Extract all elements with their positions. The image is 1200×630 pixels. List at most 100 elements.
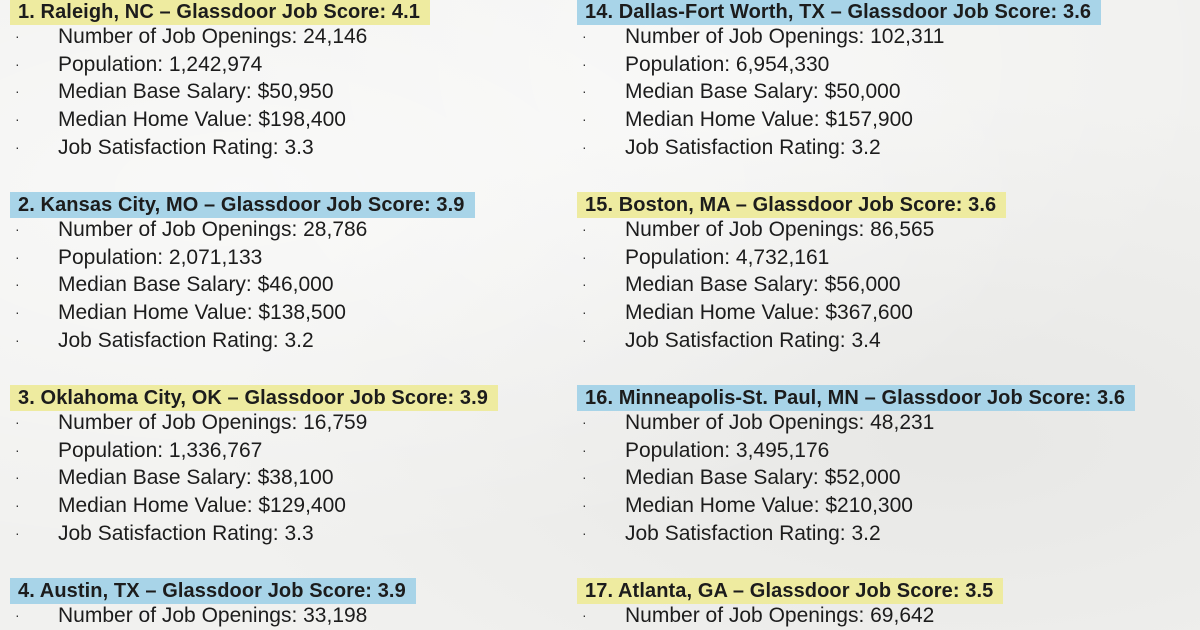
stats-list: · Number of Job Openings: 69,642 xyxy=(577,602,1200,630)
stat-text: Number of Job Openings: 69,642 xyxy=(625,604,935,627)
bullet-icon: · xyxy=(582,276,587,293)
stat-item: · Number of Job Openings: 16,759 xyxy=(10,409,580,437)
stat-text: Number of Job Openings: 24,146 xyxy=(58,25,368,48)
city-block: 1. Raleigh, NC – Glassdoor Job Score: 4.… xyxy=(10,0,580,159)
stat-item: · Population: 4,732,161 xyxy=(577,244,1200,272)
bullet-icon: · xyxy=(582,497,587,514)
city-block: 3. Oklahoma City, OK – Glassdoor Job Sco… xyxy=(10,385,580,545)
bullet-icon: · xyxy=(582,221,587,237)
city-header: 15. Boston, MA – Glassdoor Job Score: 3.… xyxy=(577,192,1007,218)
stat-text: Median Home Value: $367,600 xyxy=(625,301,913,325)
stat-item: · Number of Job Openings: 33,198 xyxy=(10,602,580,630)
stat-item: · Number of Job Openings: 48,231 xyxy=(577,409,1200,437)
stat-text: Job Satisfaction Rating: 3.3 xyxy=(58,135,314,159)
city-block: 17. Atlanta, GA – Glassdoor Job Score: 3… xyxy=(577,578,1200,627)
bullet-icon: · xyxy=(582,28,587,44)
bullet-icon: · xyxy=(582,607,587,623)
city-header: 16. Minneapolis-St. Paul, MN – Glassdoor… xyxy=(577,385,1136,411)
stat-text: Median Base Salary: $38,100 xyxy=(58,466,334,490)
city-block: 2. Kansas City, MO – Glassdoor Job Score… xyxy=(10,192,580,352)
stat-text: Population: 3,495,176 xyxy=(625,438,830,462)
stat-text: Job Satisfaction Rating: 3.2 xyxy=(58,328,314,352)
stats-list: · Number of Job Openings: 16,759 · Populati… xyxy=(10,409,580,547)
bullet-icon: · xyxy=(15,276,20,293)
city-header: 3. Oklahoma City, OK – Glassdoor Job Sco… xyxy=(10,385,499,411)
stat-item: · Job Satisfaction Rating: 3.4 xyxy=(577,327,1200,355)
bullet-icon: · xyxy=(15,414,20,430)
bullet-icon: · xyxy=(15,524,20,541)
stat-text: Median Home Value: $138,500 xyxy=(58,301,346,325)
bullet-icon: · xyxy=(15,497,20,514)
bullet-icon: · xyxy=(15,331,20,348)
bullet-icon: · xyxy=(582,83,587,100)
stat-text: Population: 1,336,767 xyxy=(58,438,263,462)
stat-item: · Number of Job Openings: 24,146 xyxy=(10,23,580,51)
stat-text: Median Home Value: $129,400 xyxy=(58,494,346,518)
city-block: 15. Boston, MA – Glassdoor Job Score: 3.… xyxy=(577,192,1200,352)
bullet-icon: · xyxy=(15,221,20,237)
stat-text: Median Home Value: $198,400 xyxy=(58,108,346,132)
stat-item: · Median Home Value: $210,300 xyxy=(577,492,1200,520)
stat-item: · Job Satisfaction Rating: 3.3 xyxy=(10,134,580,162)
bullet-icon: · xyxy=(15,83,20,100)
stats-list: · Number of Job Openings: 86,565 · Populati… xyxy=(577,216,1200,354)
stats-list: · Number of Job Openings: 102,311 · Populat… xyxy=(577,23,1200,161)
stat-item: · Median Base Salary: $46,000 xyxy=(10,271,580,299)
stat-item: · Number of Job Openings: 102,311 xyxy=(577,23,1200,51)
stat-item: · Population: 1,336,767 xyxy=(10,437,580,465)
stat-item: · Number of Job Openings: 86,565 xyxy=(577,216,1200,244)
stat-item: · Median Base Salary: $38,100 xyxy=(10,464,580,492)
stat-text: Job Satisfaction Rating: 3.3 xyxy=(58,521,314,545)
stat-text: Population: 2,071,133 xyxy=(58,245,263,269)
stat-item: · Median Home Value: $129,400 xyxy=(10,492,580,520)
bullet-icon: · xyxy=(582,248,587,265)
stat-item: · Number of Job Openings: 69,642 xyxy=(577,602,1200,630)
stat-text: Median Base Salary: $52,000 xyxy=(625,466,901,490)
stat-item: · Median Base Salary: $52,000 xyxy=(577,464,1200,492)
stat-item: · Population: 6,954,330 xyxy=(577,51,1200,79)
stat-text: Number of Job Openings: 33,198 xyxy=(58,604,368,627)
bullet-icon: · xyxy=(582,331,587,348)
stats-list: · Number of Job Openings: 28,786 · Populati… xyxy=(10,216,580,354)
bullet-icon: · xyxy=(15,28,20,44)
stats-list: · Number of Job Openings: 48,231 · Populati… xyxy=(577,409,1200,547)
stat-item: · Population: 2,071,133 xyxy=(10,244,580,272)
bullet-icon: · xyxy=(582,138,587,155)
stat-item: · Median Home Value: $138,500 xyxy=(10,299,580,327)
city-block: 14. Dallas-Fort Worth, TX – Glassdoor Jo… xyxy=(577,0,1200,159)
stat-item: · Median Base Salary: $50,000 xyxy=(577,78,1200,106)
stat-item: · Job Satisfaction Rating: 3.2 xyxy=(577,520,1200,548)
stat-item: · Job Satisfaction Rating: 3.2 xyxy=(10,327,580,355)
stat-text: Median Base Salary: $56,000 xyxy=(625,273,901,297)
stat-text: Median Home Value: $210,300 xyxy=(625,494,913,518)
stat-text: Median Base Salary: $50,000 xyxy=(625,80,901,104)
city-block: 4. Austin, TX – Glassdoor Job Score: 3.9… xyxy=(10,578,580,627)
stat-text: Job Satisfaction Rating: 3.2 xyxy=(625,521,881,545)
stat-item: · Median Base Salary: $50,950 xyxy=(10,78,580,106)
bullet-icon: · xyxy=(582,524,587,541)
stat-item: · Job Satisfaction Rating: 3.3 xyxy=(10,520,580,548)
stat-item: · Median Home Value: $367,600 xyxy=(577,299,1200,327)
bullet-icon: · xyxy=(15,55,20,72)
stat-item: · Median Home Value: $157,900 xyxy=(577,106,1200,134)
bullet-icon: · xyxy=(582,304,587,321)
stats-list: · Number of Job Openings: 33,198 xyxy=(10,602,580,630)
stats-list: · Number of Job Openings: 24,146 · Populati… xyxy=(10,23,580,161)
bullet-icon: · xyxy=(15,441,20,458)
stat-text: Number of Job Openings: 48,231 xyxy=(625,411,935,434)
bullet-icon: · xyxy=(15,607,20,623)
city-header: 1. Raleigh, NC – Glassdoor Job Score: 4.… xyxy=(10,0,430,25)
city-block: 16. Minneapolis-St. Paul, MN – Glassdoor… xyxy=(577,385,1200,545)
stat-item: · Population: 3,495,176 xyxy=(577,437,1200,465)
stat-text: Job Satisfaction Rating: 3.4 xyxy=(625,328,881,352)
stat-text: Number of Job Openings: 102,311 xyxy=(625,25,945,48)
stat-item: · Median Home Value: $198,400 xyxy=(10,106,580,134)
city-header: 14. Dallas-Fort Worth, TX – Glassdoor Jo… xyxy=(577,0,1102,25)
city-header: 4. Austin, TX – Glassdoor Job Score: 3.9 xyxy=(10,578,416,604)
bullet-icon: · xyxy=(15,248,20,265)
stat-item: · Population: 1,242,974 xyxy=(10,51,580,79)
city-header: 17. Atlanta, GA – Glassdoor Job Score: 3… xyxy=(577,578,1004,604)
stat-text: Number of Job Openings: 86,565 xyxy=(625,218,935,241)
stat-text: Median Base Salary: $50,950 xyxy=(58,80,334,104)
bullet-icon: · xyxy=(15,469,20,486)
